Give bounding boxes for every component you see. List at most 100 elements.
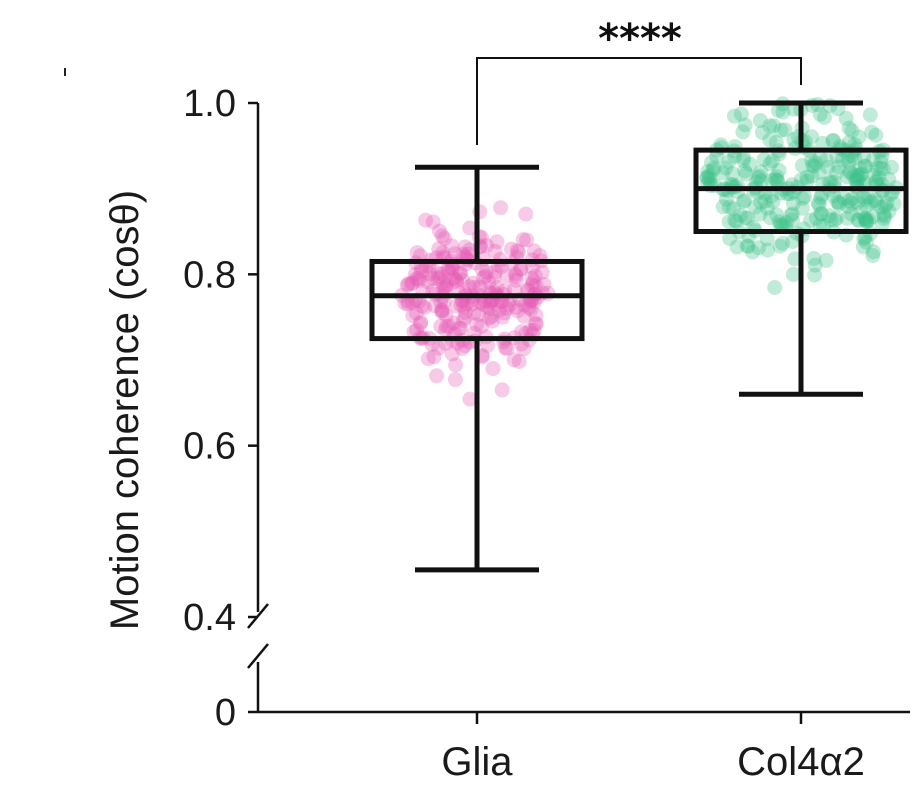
data-point bbox=[706, 160, 722, 176]
data-point bbox=[747, 199, 763, 215]
data-point bbox=[771, 102, 786, 118]
data-point bbox=[516, 341, 532, 357]
data-point bbox=[873, 199, 889, 215]
data-point bbox=[867, 192, 883, 208]
data-point bbox=[768, 135, 784, 150]
data-point bbox=[737, 117, 753, 133]
data-point bbox=[524, 277, 540, 293]
data-point bbox=[762, 156, 778, 172]
data-point bbox=[728, 214, 744, 230]
data-point bbox=[764, 173, 780, 188]
data-point bbox=[851, 212, 867, 228]
data-point bbox=[769, 173, 785, 188]
data-point bbox=[854, 166, 870, 182]
data-point bbox=[434, 228, 450, 244]
data-point bbox=[507, 266, 523, 282]
data-point bbox=[857, 210, 873, 226]
data-point bbox=[705, 163, 721, 178]
data-point bbox=[434, 266, 450, 282]
data-point bbox=[839, 169, 855, 185]
data-point bbox=[813, 206, 829, 222]
data-point bbox=[752, 113, 768, 128]
data-point bbox=[457, 309, 473, 325]
axis-break-mark-lower bbox=[247, 643, 269, 669]
data-point bbox=[873, 160, 889, 176]
data-point bbox=[738, 166, 754, 182]
data-point bbox=[727, 212, 743, 228]
data-point bbox=[493, 200, 509, 216]
data-point bbox=[462, 220, 478, 236]
data-point bbox=[399, 277, 415, 293]
data-point bbox=[850, 194, 866, 210]
box-col4a2 bbox=[693, 100, 909, 397]
data-point bbox=[808, 155, 824, 171]
data-point bbox=[721, 154, 737, 170]
data-point bbox=[852, 167, 868, 183]
data-point bbox=[729, 239, 745, 255]
box-glia bbox=[369, 164, 585, 573]
data-point bbox=[528, 307, 544, 323]
data-point bbox=[841, 120, 857, 136]
data-point bbox=[481, 274, 497, 290]
data-point bbox=[864, 124, 880, 140]
data-point bbox=[471, 307, 487, 323]
data-point bbox=[826, 174, 842, 190]
data-point bbox=[447, 246, 463, 262]
data-point bbox=[412, 316, 428, 332]
data-point bbox=[435, 275, 451, 291]
data-point bbox=[771, 162, 787, 178]
data-point bbox=[785, 234, 801, 250]
data-point bbox=[849, 168, 865, 183]
data-point bbox=[482, 301, 498, 317]
data-point bbox=[522, 323, 538, 338]
data-point bbox=[484, 313, 500, 329]
data-point bbox=[526, 323, 542, 338]
data-point bbox=[804, 129, 820, 145]
data-point bbox=[499, 268, 515, 284]
data-point bbox=[769, 207, 785, 223]
data-point bbox=[508, 272, 524, 288]
data-point bbox=[859, 214, 875, 230]
data-point bbox=[829, 210, 844, 226]
data-point bbox=[457, 338, 473, 354]
data-point bbox=[484, 308, 499, 324]
data-point bbox=[763, 188, 779, 204]
data-point bbox=[865, 244, 881, 260]
data-point bbox=[778, 215, 794, 230]
data-point bbox=[721, 214, 737, 230]
data-point bbox=[848, 172, 864, 188]
data-point bbox=[506, 352, 522, 368]
data-point bbox=[459, 296, 474, 312]
data-point bbox=[834, 152, 850, 168]
data-point bbox=[775, 104, 791, 120]
data-point bbox=[736, 150, 752, 165]
data-point bbox=[740, 239, 756, 254]
data-point bbox=[422, 266, 437, 282]
data-point bbox=[884, 159, 899, 175]
data-point bbox=[436, 280, 452, 296]
data-point bbox=[831, 159, 847, 175]
data-point bbox=[811, 164, 827, 180]
data-point bbox=[409, 322, 425, 338]
data-point bbox=[506, 281, 522, 297]
data-point bbox=[715, 165, 731, 181]
data-point bbox=[418, 212, 434, 228]
data-point bbox=[733, 208, 748, 223]
x-axis: Glia Col4α2 bbox=[258, 710, 910, 784]
data-point bbox=[477, 268, 493, 284]
data-point bbox=[818, 252, 834, 268]
data-point bbox=[737, 163, 753, 179]
data-point bbox=[785, 196, 801, 211]
data-point bbox=[857, 211, 873, 227]
data-point bbox=[857, 191, 873, 207]
data-point bbox=[509, 243, 525, 259]
data-point bbox=[767, 171, 783, 187]
data-point bbox=[485, 361, 501, 377]
data-point bbox=[439, 318, 454, 334]
data-point bbox=[448, 357, 464, 373]
data-point bbox=[775, 235, 791, 251]
y-tick-label: 0.4 bbox=[183, 597, 236, 639]
data-point bbox=[413, 263, 429, 279]
y-axis-title: Motion coherence (cosθ) bbox=[103, 190, 147, 630]
data-point bbox=[810, 195, 826, 211]
